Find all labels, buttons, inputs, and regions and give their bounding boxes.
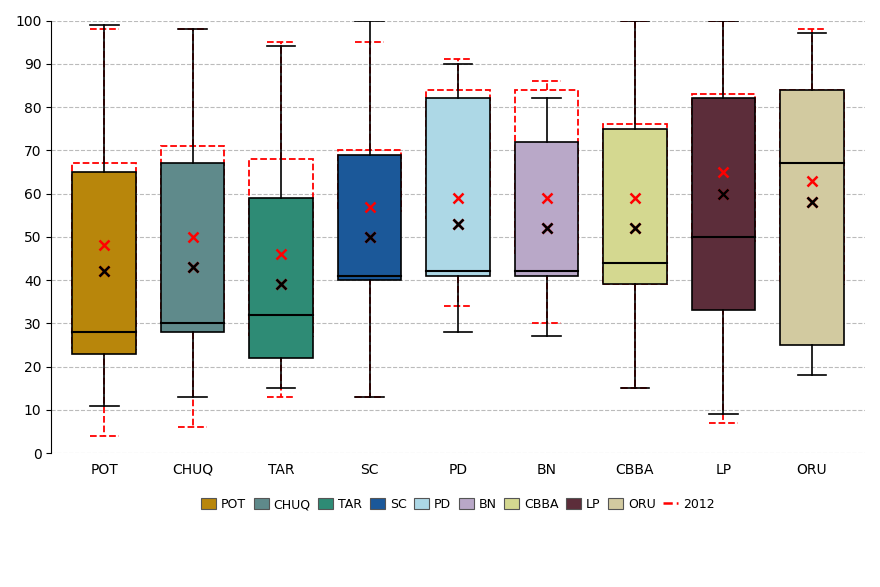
Bar: [692, 94, 755, 241]
Bar: [249, 159, 313, 336]
Bar: [161, 146, 224, 323]
Bar: [426, 99, 490, 276]
Bar: [72, 163, 136, 349]
Bar: [603, 129, 667, 284]
Bar: [603, 124, 667, 284]
Bar: [161, 163, 224, 332]
Bar: [515, 141, 578, 276]
Bar: [338, 154, 401, 280]
Bar: [515, 90, 578, 254]
Bar: [780, 90, 844, 345]
Bar: [692, 99, 755, 311]
Bar: [72, 172, 136, 353]
Bar: [249, 198, 313, 358]
Legend: POT, CHUQ, TAR, SC, PD, BN, CBBA, LP, ORU, 2012: POT, CHUQ, TAR, SC, PD, BN, CBBA, LP, OR…: [196, 493, 720, 516]
Bar: [426, 90, 490, 220]
Bar: [780, 90, 844, 284]
Bar: [338, 150, 401, 211]
